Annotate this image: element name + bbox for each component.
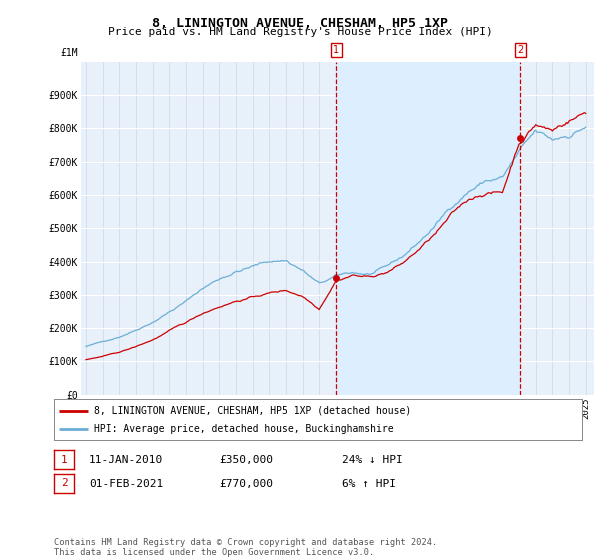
Text: 01-FEB-2021: 01-FEB-2021 xyxy=(89,479,163,489)
Text: 8, LININGTON AVENUE, CHESHAM, HP5 1XP: 8, LININGTON AVENUE, CHESHAM, HP5 1XP xyxy=(152,17,448,30)
Text: 24% ↓ HPI: 24% ↓ HPI xyxy=(342,455,403,465)
Text: HPI: Average price, detached house, Buckinghamshire: HPI: Average price, detached house, Buck… xyxy=(94,424,393,434)
Text: Price paid vs. HM Land Registry's House Price Index (HPI): Price paid vs. HM Land Registry's House … xyxy=(107,27,493,37)
Text: 1: 1 xyxy=(61,455,68,465)
Text: 1: 1 xyxy=(333,45,340,55)
Text: 2: 2 xyxy=(517,45,524,55)
Text: 2: 2 xyxy=(61,478,68,488)
Text: £350,000: £350,000 xyxy=(219,455,273,465)
Bar xyxy=(337,62,520,395)
Text: £1M: £1M xyxy=(61,48,79,58)
Text: 6% ↑ HPI: 6% ↑ HPI xyxy=(342,479,396,489)
Text: 11-JAN-2010: 11-JAN-2010 xyxy=(89,455,163,465)
Text: Contains HM Land Registry data © Crown copyright and database right 2024.
This d: Contains HM Land Registry data © Crown c… xyxy=(54,538,437,557)
Text: £770,000: £770,000 xyxy=(219,479,273,489)
Text: 8, LININGTON AVENUE, CHESHAM, HP5 1XP (detached house): 8, LININGTON AVENUE, CHESHAM, HP5 1XP (d… xyxy=(94,405,411,416)
